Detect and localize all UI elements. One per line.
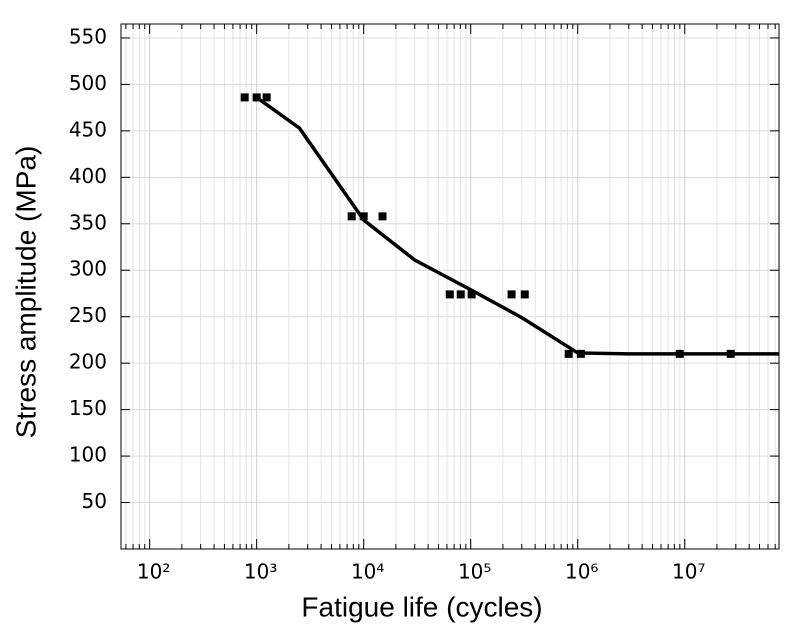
data-point: [564, 349, 573, 358]
plot-frame: [120, 23, 780, 550]
x-tick-label: 10²: [137, 560, 170, 584]
y-tick-label: 400: [69, 164, 107, 188]
y-tick-label: 200: [69, 350, 107, 374]
x-tick-label: 10⁷: [672, 560, 705, 584]
data-point: [262, 93, 271, 102]
data-point: [507, 290, 516, 299]
fit-line: [255, 95, 779, 356]
x-axis-label: Fatigue life (cycles): [301, 591, 542, 622]
x-tick-label: 10³: [244, 560, 277, 584]
data-point: [520, 290, 529, 299]
y-axis-label: Stress amplitude (MPa): [10, 146, 41, 439]
y-tick-label: 150: [69, 396, 107, 420]
x-tick-label: 10⁴: [351, 560, 384, 584]
y-tick-label: 500: [69, 71, 107, 95]
y-tick-label: 550: [69, 24, 107, 48]
y-tick-label: 50: [82, 489, 107, 513]
y-tick-label: 250: [69, 303, 107, 327]
data-point: [347, 212, 356, 221]
y-tick-label: 300: [69, 257, 107, 281]
y-tick-label: 350: [69, 210, 107, 234]
y-tick-label: 450: [69, 117, 107, 141]
data-point: [252, 93, 261, 102]
data-point: [445, 290, 454, 299]
y-tick-label: 100: [69, 443, 107, 467]
data-point: [456, 290, 465, 299]
data-point: [467, 290, 476, 299]
data-point: [378, 212, 387, 221]
x-tick-label: 10⁶: [565, 560, 598, 584]
data-point: [359, 212, 368, 221]
data-point: [240, 93, 249, 102]
x-tick-label: 10⁵: [458, 560, 491, 584]
